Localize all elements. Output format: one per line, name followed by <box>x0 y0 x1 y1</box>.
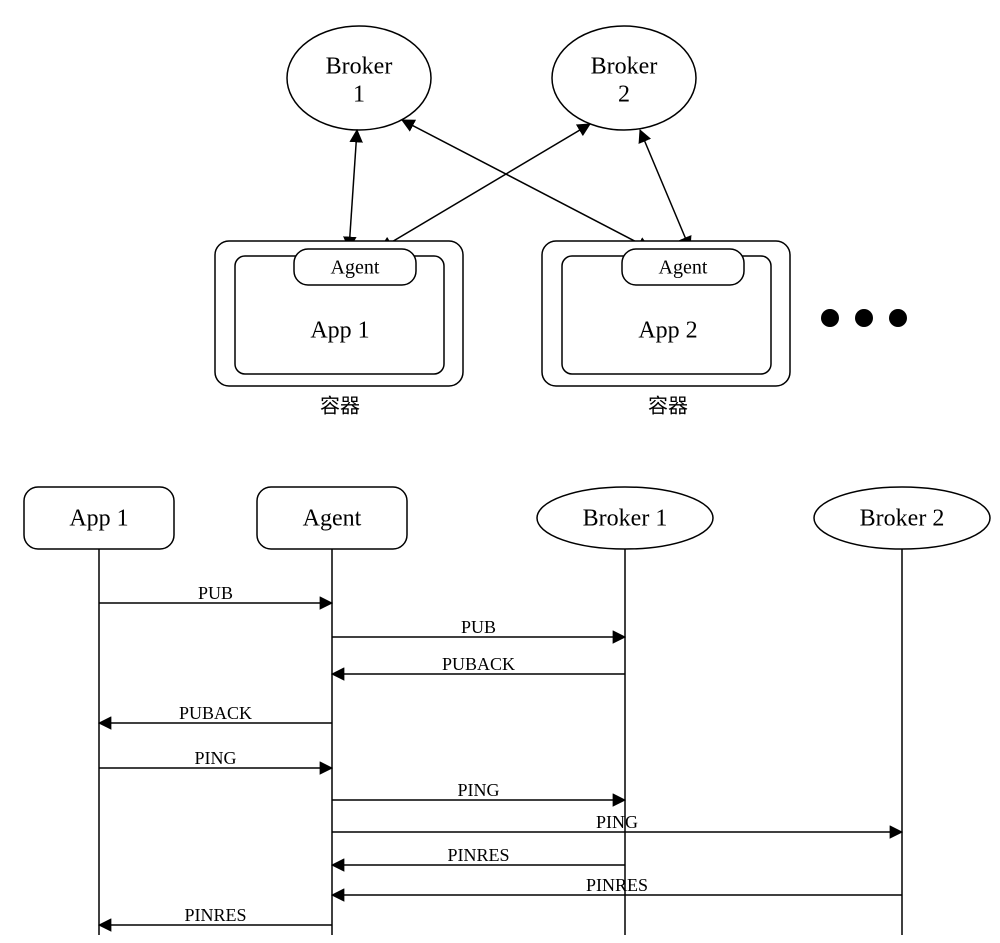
lifeline-label-app1: App 1 <box>69 506 128 532</box>
message-label-3: PUBACK <box>179 703 252 723</box>
message-label-7: PINRES <box>447 845 509 865</box>
app1-container-label: 容器 <box>320 395 360 418</box>
message-label-5: PING <box>457 780 499 800</box>
lifeline-label-agent: Agent <box>303 506 362 532</box>
app1-agent-label: Agent <box>331 257 380 279</box>
app2-label: App 2 <box>638 318 697 344</box>
message-label-2: PUBACK <box>442 654 515 674</box>
arrow-app1_agent-broker1 <box>349 130 357 249</box>
broker1-label-line1: Broker <box>326 54 393 80</box>
ellipsis-dot-1 <box>855 309 873 327</box>
diagram-canvas: Broker1Broker2AgentApp 1容器AgentApp 2容器Ap… <box>0 0 1000 943</box>
arrow-app2_agent-broker2 <box>640 130 690 249</box>
message-label-1: PUB <box>461 617 496 637</box>
message-label-4: PING <box>194 748 236 768</box>
app1-label: App 1 <box>310 318 369 344</box>
app2-agent-label: Agent <box>659 257 708 279</box>
message-label-0: PUB <box>198 583 233 603</box>
broker1-label-line2: 1 <box>353 82 365 108</box>
message-label-8: PINRES <box>586 875 648 895</box>
broker2-label-line1: Broker <box>591 54 658 80</box>
arrow-app2_agent-broker1 <box>402 120 650 249</box>
ellipsis-dot-2 <box>889 309 907 327</box>
ellipsis-dot-0 <box>821 309 839 327</box>
message-label-9: PINRES <box>184 905 246 925</box>
lifeline-label-broker1: Broker 1 <box>583 506 668 532</box>
lifeline-label-broker2: Broker 2 <box>860 506 945 532</box>
message-label-6: PING <box>596 812 638 832</box>
app2-container-label: 容器 <box>648 395 688 418</box>
broker2-label-line2: 2 <box>618 82 630 108</box>
arrow-app1_agent-broker2 <box>380 124 590 249</box>
